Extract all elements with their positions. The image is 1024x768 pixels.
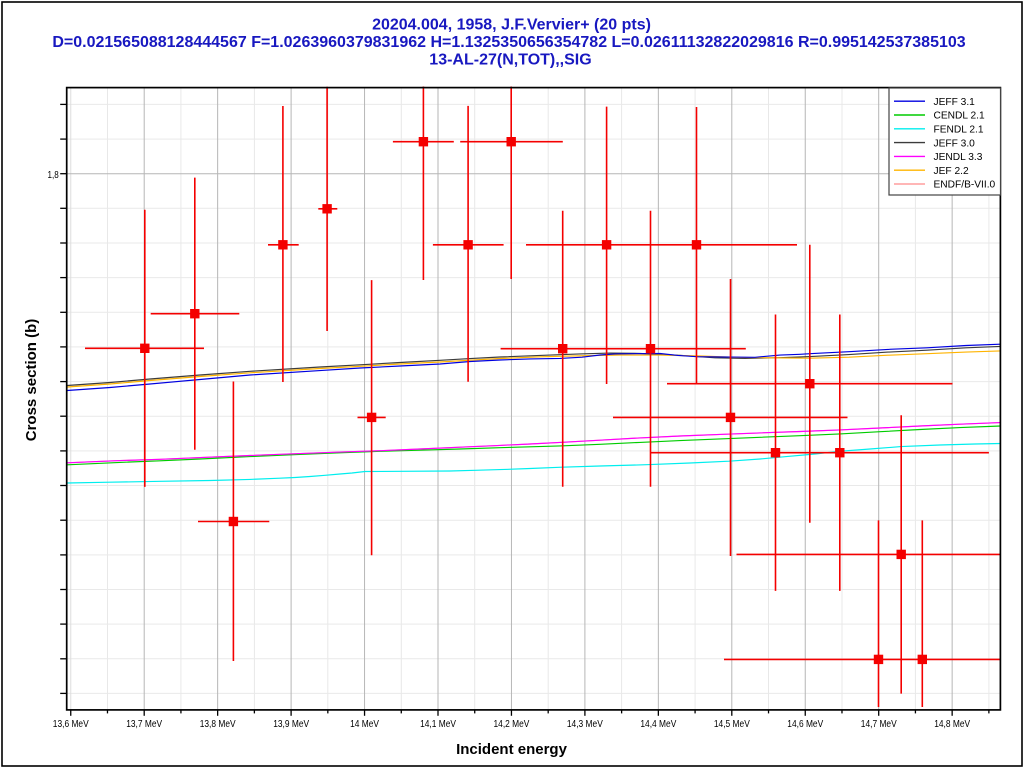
svg-text:14 MeV: 14 MeV — [350, 718, 379, 730]
svg-text:JEF 2.2: JEF 2.2 — [934, 166, 969, 177]
svg-text:14,3 MeV: 14,3 MeV — [567, 718, 603, 730]
svg-text:14,1 MeV: 14,1 MeV — [420, 718, 456, 730]
svg-text:FENDL 2.1: FENDL 2.1 — [934, 125, 984, 136]
svg-text:CENDL 2.1: CENDL 2.1 — [934, 111, 985, 122]
svg-text:13,9 MeV: 13,9 MeV — [273, 718, 309, 730]
svg-text:1,8: 1,8 — [48, 169, 59, 181]
svg-text:ENDF/B-VII.0: ENDF/B-VII.0 — [934, 180, 996, 191]
svg-text:JEFF 3.1: JEFF 3.1 — [934, 97, 976, 108]
svg-text:14,4 MeV: 14,4 MeV — [640, 718, 676, 730]
svg-text:13,7 MeV: 13,7 MeV — [126, 718, 162, 730]
svg-text:20204.004, 1958, J.F.Vervier+: 20204.004, 1958, J.F.Vervier+ (20 pts) — [372, 17, 651, 34]
svg-text:13,6 MeV: 13,6 MeV — [53, 718, 89, 730]
svg-text:14,5 MeV: 14,5 MeV — [714, 718, 750, 730]
svg-text:14,2 MeV: 14,2 MeV — [494, 718, 530, 730]
svg-text:JEFF 3.0: JEFF 3.0 — [934, 138, 976, 149]
svg-text:Cross section (b): Cross section (b) — [23, 319, 40, 442]
svg-text:JENDL 3.3: JENDL 3.3 — [934, 152, 983, 163]
svg-text:14,6 MeV: 14,6 MeV — [787, 718, 823, 730]
svg-text:13-AL-27(N,TOT),,SIG: 13-AL-27(N,TOT),,SIG — [429, 51, 591, 68]
svg-text:13,8 MeV: 13,8 MeV — [200, 718, 236, 730]
svg-text:14,8 MeV: 14,8 MeV — [934, 718, 970, 730]
svg-text:14,7 MeV: 14,7 MeV — [861, 718, 897, 730]
svg-text:D=0.021565088128444567 F=1.026: D=0.021565088128444567 F=1.0263960379831… — [52, 34, 965, 51]
svg-text:Incident energy: Incident energy — [456, 741, 568, 758]
